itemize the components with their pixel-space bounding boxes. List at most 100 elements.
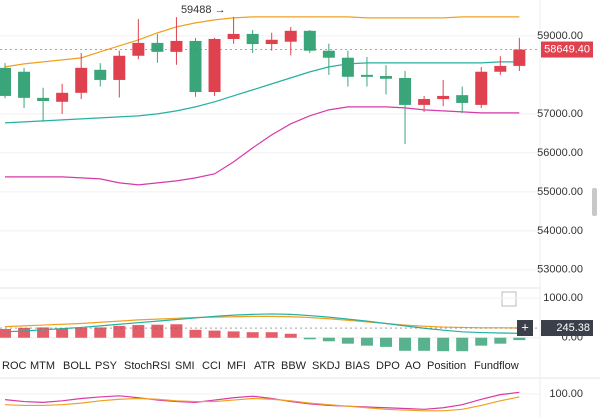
candle-body (189, 40, 202, 93)
histogram-bar (360, 337, 373, 346)
indicator-tab[interactable]: DPO (376, 360, 400, 372)
indicator-line (4, 396, 520, 412)
candle-body (284, 30, 297, 42)
add-button[interactable] (517, 320, 533, 337)
candle-body (265, 39, 278, 45)
indicator-tab[interactable]: BBW (281, 360, 307, 372)
marker-box (541, 320, 593, 337)
plot-area: 59488 → (0, 4, 540, 412)
candle-body (360, 74, 373, 77)
histogram-bar (56, 328, 69, 338)
indicator-tab[interactable]: CCI (202, 360, 221, 372)
y-tick-label: 56000.00 (537, 147, 583, 159)
add-button-icon[interactable]: + (521, 319, 529, 334)
indicator-tabs: ROC MTM BOLL PSY StochRSI SMI CCI MFI ATR BBW SKDJ… (2, 360, 519, 372)
marker-label: 245.38 (556, 322, 590, 334)
candle-body (513, 49, 526, 66)
y-tick-label: 100.00 (549, 388, 583, 400)
candle-body (18, 71, 31, 98)
candle-body (151, 42, 164, 52)
indicator-tab[interactable]: AO (405, 360, 421, 372)
candle-body (0, 67, 11, 96)
candle-body (380, 76, 392, 79)
y-tick-label: 1000.00 (543, 292, 583, 304)
histogram-bar (132, 325, 145, 338)
indicator-line (5, 106, 520, 186)
candle-body (208, 38, 221, 93)
indicator-tab[interactable]: MTM (30, 360, 55, 372)
histogram-bar (322, 337, 335, 342)
histogram-bar (246, 332, 259, 338)
candle-body (475, 71, 488, 105)
indicator-line (4, 61, 520, 124)
indicator-tab[interactable]: ATR (254, 360, 275, 372)
indicator-line (4, 315, 520, 329)
histogram-bar (265, 332, 278, 338)
candle-body (399, 77, 412, 105)
candle-body (494, 65, 507, 72)
indicator-line (4, 391, 520, 410)
histogram-bar (284, 333, 297, 338)
candle-body (418, 99, 431, 105)
high-label: 59488 → (181, 4, 226, 16)
histogram-bar (75, 327, 88, 338)
histogram-bar (18, 327, 31, 338)
histogram-bar (189, 329, 202, 338)
histogram-bar (37, 327, 50, 338)
indicator-tab[interactable]: StochRSI (124, 360, 170, 372)
candle-body (113, 55, 126, 80)
histogram-bar (170, 324, 183, 338)
histogram-bar (341, 337, 354, 344)
histogram-bar (0, 329, 11, 338)
candle-body (94, 69, 107, 80)
indicator-tab[interactable]: PSY (95, 360, 118, 372)
expand-button[interactable] (501, 291, 517, 307)
candle-body (437, 95, 450, 100)
candle-body (341, 57, 354, 77)
scrollbar[interactable] (592, 188, 597, 216)
histogram-bar (380, 337, 392, 347)
y-tick-label: 54000.00 (537, 225, 583, 237)
histogram-bar (94, 327, 107, 338)
histogram-bar (437, 337, 450, 352)
histogram-bar (151, 324, 164, 338)
price-axis: 53000.00 54000.00 55000.00 56000.00 57000.00… (517, 30, 593, 400)
candle-body (75, 67, 88, 93)
histogram-bar (303, 337, 316, 340)
histogram-bar (475, 337, 488, 346)
candle-body (170, 40, 183, 52)
indicator-tab[interactable]: Fundflow (474, 360, 519, 372)
histogram-bar (208, 330, 221, 338)
histogram-bar (418, 337, 431, 351)
candle-body (56, 92, 69, 102)
y-tick-label: 59000.00 (537, 30, 583, 42)
indicator-line (4, 16, 520, 68)
y-tick-label: 53000.00 (537, 264, 583, 276)
indicator-line (4, 313, 520, 334)
indicator-tab[interactable]: Position (427, 360, 466, 372)
indicator-tab[interactable]: SMI (175, 360, 195, 372)
indicator-tab[interactable]: BOLL (63, 360, 91, 372)
expand-icon (501, 291, 517, 307)
last-price-box (541, 41, 593, 58)
candle-body (37, 97, 50, 101)
histogram-bar (113, 325, 126, 338)
histogram-bar (399, 337, 412, 351)
indicator-tab[interactable]: BIAS (345, 360, 370, 372)
histogram-bar (494, 337, 507, 344)
y-tick-label: 55000.00 (537, 186, 583, 198)
indicator-tab[interactable]: SKDJ (312, 360, 340, 372)
candle-body (132, 42, 145, 56)
histogram-bar (227, 331, 240, 338)
candle-body (246, 33, 259, 45)
indicator-tab[interactable]: ROC (2, 360, 27, 372)
candle-body (227, 33, 240, 39)
histogram-bar (456, 337, 469, 352)
candle-body (322, 50, 335, 58)
indicator-tab[interactable]: MFI (227, 360, 246, 372)
candle-body (456, 95, 469, 103)
candle-body (303, 30, 316, 51)
y-tick-label: 57000.00 (537, 108, 583, 120)
last-price-label: 58649.40 (544, 43, 590, 55)
